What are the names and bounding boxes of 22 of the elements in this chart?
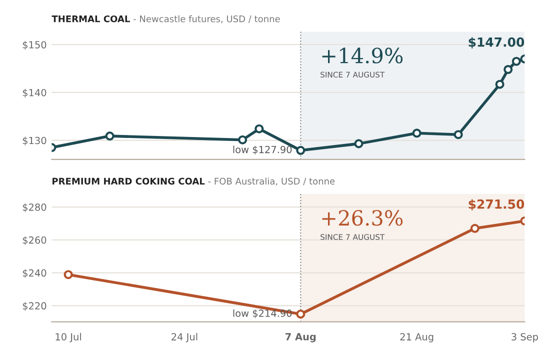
annotation: low $127.90 — [233, 146, 292, 155]
x-tick-label: 3 Sep — [512, 333, 538, 342]
annotation: $147.00 — [468, 37, 524, 48]
chart-subtitle: - Newcastle futures, USD / tonne — [134, 15, 280, 24]
chart-subtitle: - FOB Australia, USD / tonne — [208, 178, 335, 186]
chart-title: THERMAL COAL — [52, 15, 130, 22]
x-tick-label: 21 Aug — [400, 333, 434, 342]
chart-title: PREMIUM HARD COKING COAL — [52, 178, 205, 185]
y-tick-label: $150 — [22, 40, 46, 50]
annotation: +14.9% — [322, 48, 403, 64]
y-tick-label: $130 — [22, 136, 46, 146]
x-tick-label: 7 Aug — [286, 333, 316, 342]
annotation: +26.3% — [322, 210, 403, 226]
annotation: $271.50 — [468, 199, 524, 211]
annotation: low $214.90 — [233, 309, 292, 318]
y-tick-label: $220 — [22, 302, 46, 311]
y-tick-label: $280 — [22, 203, 46, 212]
x-tick-label: 10 Jul — [56, 332, 81, 342]
y-tick-label: $260 — [22, 236, 46, 246]
y-tick-label: $240 — [22, 269, 46, 278]
y-tick-label: $140 — [22, 88, 46, 98]
x-tick-label: 24 Jul — [172, 332, 198, 342]
